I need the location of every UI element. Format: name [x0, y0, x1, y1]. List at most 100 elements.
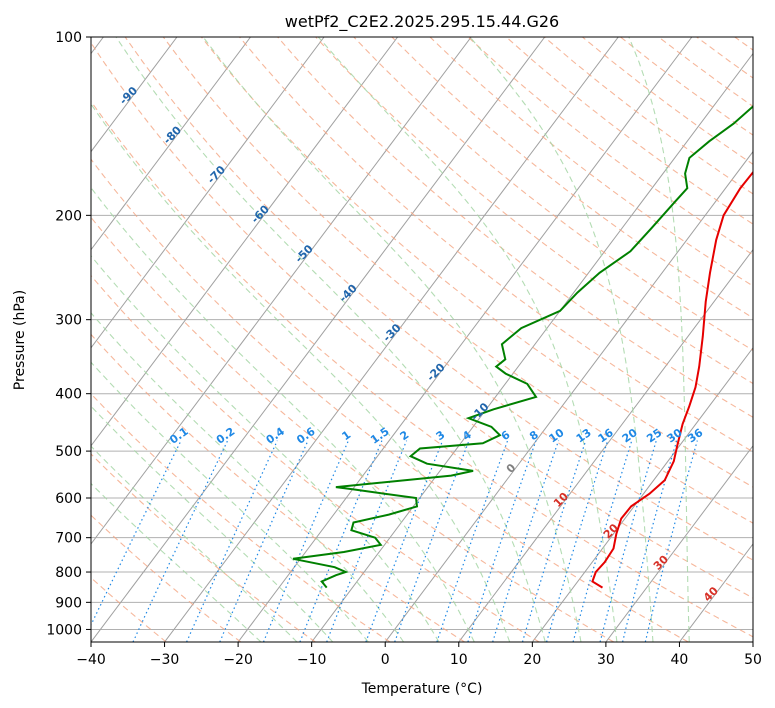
- dry-adiabat-line: [658, 37, 753, 108]
- y-tick-label: 800: [55, 565, 82, 581]
- dry-adiabat-line: [91, 393, 391, 642]
- dry-adiabat-line: [91, 576, 167, 642]
- x-tick-label: 30: [597, 652, 615, 668]
- isotherm-label: 30: [651, 553, 671, 573]
- moist-adiabat-line: [469, 37, 654, 642]
- mixing-ratio-label: 36: [685, 426, 705, 446]
- dry-adiabat-line: [91, 216, 614, 642]
- x-tick-label: 0: [381, 652, 390, 668]
- x-tick-label: 20: [523, 652, 541, 668]
- mixing-ratio-label: 13: [574, 426, 594, 445]
- isotherm-label: 0: [504, 461, 519, 476]
- dry-adiabat-line: [734, 37, 753, 51]
- dry-adiabat-label: -20: [424, 361, 447, 384]
- x-tick-label: 50: [744, 652, 762, 668]
- dry-adiabat-line: [91, 514, 242, 642]
- isotherm-line: [237, 37, 693, 642]
- dry-adiabat-line: [91, 333, 465, 642]
- mixing-ratio-line: [219, 440, 309, 642]
- mixing-ratio-line: [365, 440, 444, 642]
- dry-adiabat-label: -50: [293, 242, 316, 265]
- mixing-ratio-line: [186, 440, 278, 642]
- x-tick-label: −20: [223, 652, 253, 668]
- mixing-ratio-label: 16: [596, 426, 616, 446]
- x-tick-label: 40: [671, 652, 689, 668]
- isotherm-line: [91, 37, 399, 447]
- isotherm-label: 20: [601, 521, 621, 541]
- y-tick-label: 200: [55, 208, 82, 224]
- isotherm-label: 10: [551, 490, 571, 510]
- moist-adiabat-line: [91, 445, 298, 642]
- y-tick-label: 600: [55, 491, 82, 507]
- mixing-ratio-label: 1: [340, 428, 354, 443]
- mixing-ratio-line: [394, 440, 470, 642]
- dry-adiabat-label: -70: [205, 163, 228, 186]
- mixing-ratio-label: 6: [499, 428, 513, 443]
- plot-frame: [90, 36, 754, 643]
- mixing-ratio-line: [262, 440, 349, 642]
- dry-adiabat-line: [124, 37, 753, 561]
- x-tick-label: −30: [150, 652, 180, 668]
- dry-adiabat-label: -40: [337, 281, 360, 304]
- dry-adiabat-label: -60: [249, 202, 272, 225]
- isotherm-line: [605, 445, 753, 642]
- dry-adiabat-line: [91, 158, 689, 642]
- moist-adiabat-line: [91, 482, 262, 642]
- chart-title: wetPf2_C2E2.2025.295.15.44.G26: [285, 12, 559, 32]
- dry-adiabat-line: [91, 100, 753, 638]
- isotherm-line: [164, 37, 619, 642]
- moist-adiabat-line: [115, 37, 546, 642]
- mixing-ratio-line: [132, 440, 229, 642]
- moist-adiabat-line: [317, 37, 618, 642]
- mixing-ratio-line: [467, 440, 537, 642]
- isotherm-line: [91, 37, 251, 251]
- dry-adiabat-line: [543, 37, 753, 195]
- y-tick-label: 700: [55, 531, 82, 547]
- mixing-ratio-line: [326, 440, 408, 642]
- mixing-ratio-label: 0.6: [294, 425, 318, 447]
- mixing-ratio-label: 1.5: [368, 425, 391, 447]
- dry-adiabat-line: [353, 37, 753, 352]
- dry-adiabat-line: [91, 274, 540, 642]
- moist-adiabat-line: [91, 405, 334, 642]
- mixing-ratio-line: [436, 440, 509, 642]
- mixing-ratio-label: 8: [527, 428, 541, 443]
- dry-adiabat-line: [391, 37, 753, 319]
- moist-adiabat-line: [91, 312, 405, 642]
- moist-adiabat-line: [91, 361, 369, 642]
- moist-adiabat-line: [628, 37, 690, 642]
- dry-adiabat-label: -90: [117, 84, 140, 107]
- dry-adiabat-label: -30: [380, 321, 403, 344]
- isotherm-line: [91, 37, 325, 349]
- dry-adiabat-line: [200, 37, 753, 488]
- isotherm-line: [311, 52, 753, 642]
- x-tick-label: −40: [76, 652, 106, 668]
- dry-adiabat-line: [91, 41, 753, 599]
- mixing-ratio-line: [492, 440, 560, 642]
- x-tick-label: 10: [450, 652, 468, 668]
- isotherm-line: [91, 37, 178, 153]
- y-tick-label: 900: [55, 595, 82, 611]
- y-axis-label: Pressure (hPa): [12, 290, 28, 390]
- dry-adiabat-line: [91, 453, 316, 642]
- x-tick-label: −10: [297, 652, 327, 668]
- isotherm-line: [384, 150, 753, 642]
- mixing-ratio-label: 25: [644, 426, 664, 445]
- y-tick-label: 400: [55, 387, 82, 403]
- x-axis-label: Temperature (°C): [361, 681, 483, 697]
- temperature-profile: [591, 170, 753, 589]
- moist-adiabat-line: [91, 103, 511, 642]
- mixing-ratio-line: [91, 440, 182, 627]
- isotherm-line: [91, 37, 546, 642]
- moist-adiabat-line: [91, 254, 440, 642]
- moist-adiabat-line: [202, 37, 582, 642]
- isotherm-line: [752, 641, 753, 642]
- dry-adiabat-line: [162, 37, 753, 524]
- y-tick-label: 100: [55, 30, 82, 46]
- mixing-ratio-label: 0.4: [264, 425, 288, 447]
- mixing-ratio-line: [521, 440, 587, 642]
- moist-adiabat-line: [91, 186, 475, 642]
- isotherm-line: [458, 248, 753, 642]
- mixing-ratio-line: [299, 440, 383, 642]
- isotherm-line: [91, 37, 472, 545]
